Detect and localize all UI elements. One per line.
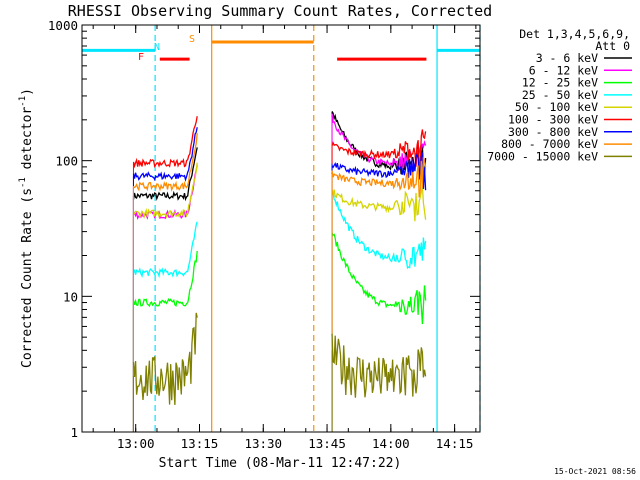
y-tick-label-2: 10 xyxy=(63,289,78,304)
series-trace-4-segment-2 xyxy=(331,190,427,270)
y-tick-label-3: 100 xyxy=(55,154,78,169)
x-tick-label-1: 13:00 xyxy=(117,436,155,451)
timestamp: 15-Oct-2021 08:56 xyxy=(554,467,636,476)
y-axis-label: Corrected Count Rate (s-1 detector-1) xyxy=(18,88,35,368)
legend-label-2: 6 - 12 keV xyxy=(529,63,598,77)
x-tick-label-6: 14:15 xyxy=(436,436,474,451)
y-axis-label-main: Corrected Count Rate (s xyxy=(20,188,35,368)
legend-label-7: 300 - 800 keV xyxy=(508,125,598,139)
series-trace-4-segment-1 xyxy=(132,221,198,279)
series-trace-3-segment-2 xyxy=(331,232,427,325)
legend-label-8: 800 - 7000 keV xyxy=(501,137,598,151)
series-trace-9-segment-1 xyxy=(132,312,198,405)
series-trace-5-segment-2 xyxy=(331,185,427,222)
y-axis-label-sup2: -1 xyxy=(18,96,28,107)
series-trace-8-segment-1 xyxy=(133,133,198,192)
plot-background xyxy=(82,25,480,432)
series-trace-5-segment-1 xyxy=(133,162,198,220)
y-axis-label-end: ) xyxy=(20,88,35,96)
series-trace-7-segment-1 xyxy=(132,127,198,183)
axis-ticks: 13:00 13:15 13:30 13:45 14:00 14:15 1 10 100 1000 xyxy=(48,18,480,451)
y-axis-label-sup1: -1 xyxy=(18,177,28,188)
x-tick-label-5: 14:00 xyxy=(372,436,410,451)
plot-area: NF S xyxy=(82,25,481,432)
legend-header-line2: Att 0 xyxy=(595,39,630,53)
legend-label-6: 100 - 300 keV xyxy=(508,113,598,127)
x-tick-label-3: 13:30 xyxy=(244,436,282,451)
x-axis-label: Start Time (08-Mar-11 12:47:22) xyxy=(159,456,402,471)
y-axis-label-mid: detector xyxy=(20,107,35,178)
legend-label-5: 50 - 100 keV xyxy=(515,100,598,114)
series-trace-8-segment-2 xyxy=(331,156,427,198)
series-7000-15000keV xyxy=(132,312,427,432)
plot-frame xyxy=(81,24,481,433)
series-trace-1-segment-1 xyxy=(132,147,198,202)
legend-label-1: 3 - 6 keV xyxy=(536,51,598,65)
series-trace-7-segment-2 xyxy=(331,151,427,191)
y-tick-label-4: 1000 xyxy=(48,18,78,33)
legend-label-9: 7000 - 15000 keV xyxy=(487,149,598,163)
legend-header-line1: Det 1,3,4,5,6,9, xyxy=(519,27,630,41)
series-trace-6-segment-1 xyxy=(132,116,198,169)
y-tick-label-1: 1 xyxy=(70,425,78,440)
legend-label-4: 25 - 50 keV xyxy=(522,88,598,102)
x-tick-label-2: 13:15 xyxy=(181,436,219,451)
flag-label-saa: S xyxy=(189,34,195,45)
chart-title: RHESSI Observing Summary Count Rates, Co… xyxy=(68,2,492,20)
flag-label-night: N xyxy=(154,42,160,53)
series-trace-9-segment-2 xyxy=(331,333,427,398)
series-trace-6-segment-2 xyxy=(331,129,427,167)
flag-label-flare: F xyxy=(138,52,144,63)
legend-label-3: 12 - 25 keV xyxy=(522,76,598,90)
axes-frame xyxy=(81,24,481,433)
series-trace-3-segment-1 xyxy=(132,250,198,308)
x-tick-label-4: 13:45 xyxy=(308,436,346,451)
